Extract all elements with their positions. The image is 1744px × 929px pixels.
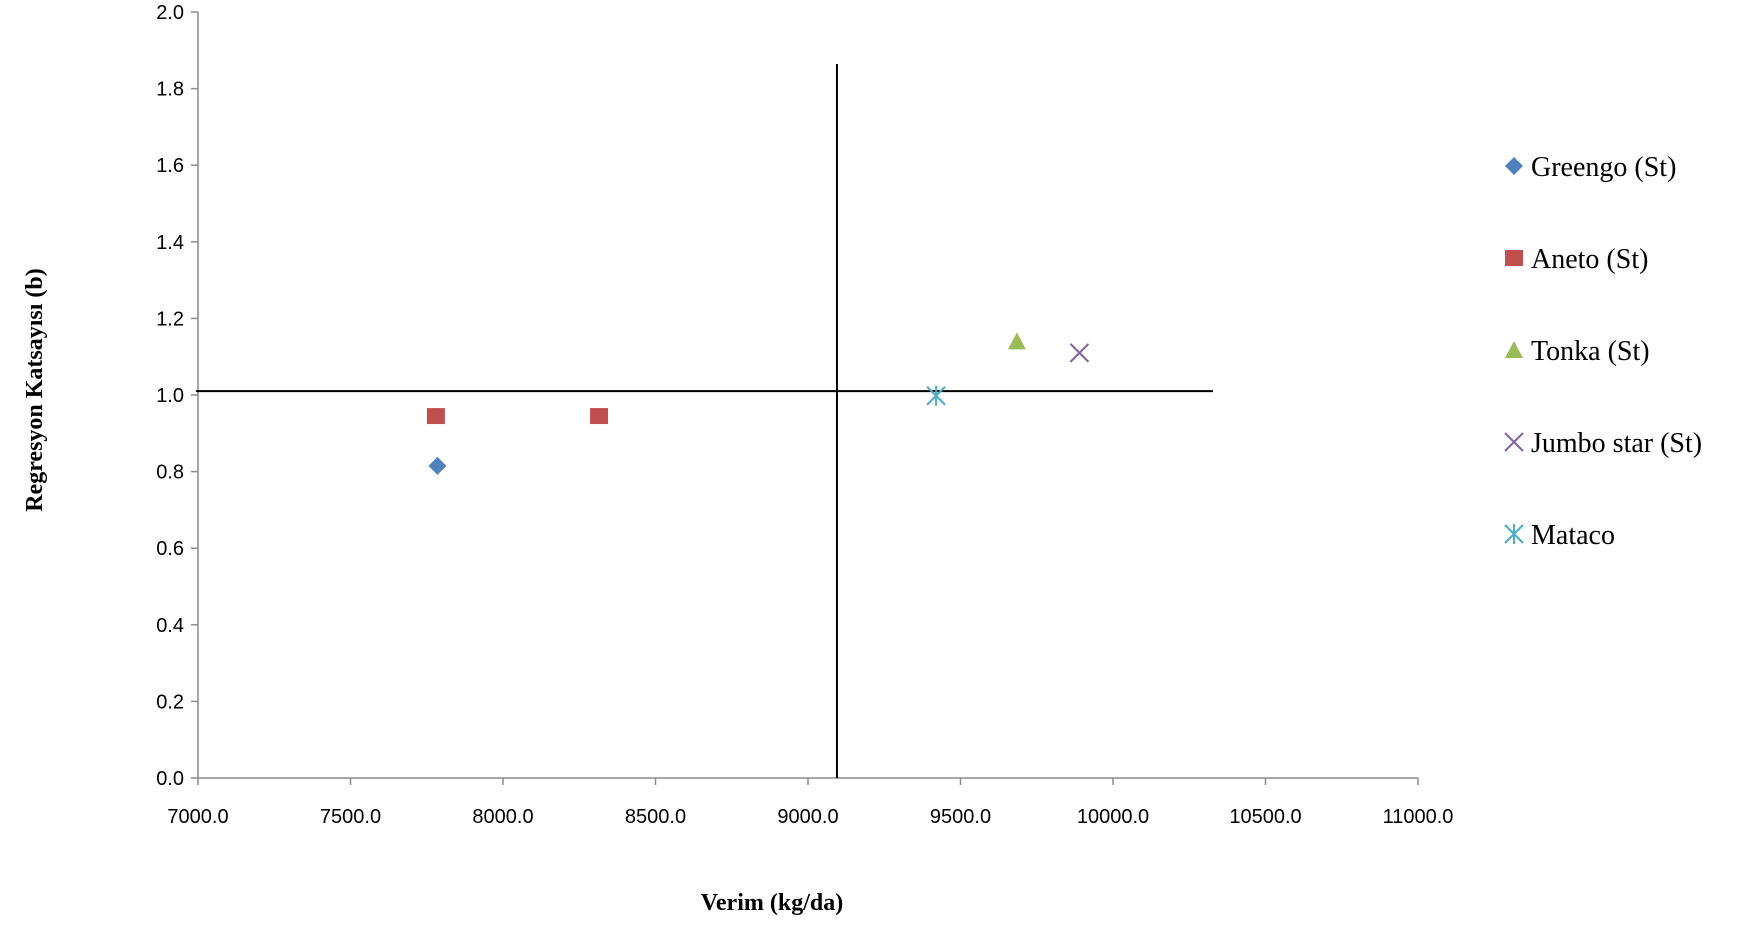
y-tick-label: 0.8 xyxy=(156,462,184,484)
data-points xyxy=(426,332,1090,475)
data-point xyxy=(1069,343,1090,363)
legend-marker-icon xyxy=(1504,432,1524,452)
x-tick-label: 9000.0 xyxy=(777,806,838,828)
legend-item: Tonka (St) xyxy=(1505,336,1650,367)
legend-label: Aneto (St) xyxy=(1531,244,1648,275)
y-tick-label: 2.0 xyxy=(156,2,184,24)
x-tick-label: 11000.0 xyxy=(1383,806,1454,828)
legend-label: Mataco xyxy=(1531,520,1615,551)
legend-item: Aneto (St) xyxy=(1505,244,1648,275)
x-tick-label: 7000.0 xyxy=(167,806,228,828)
x-tick-label: 9500.0 xyxy=(930,806,991,828)
legend-label: Greengo (St) xyxy=(1531,152,1676,183)
legend-item: Greengo (St) xyxy=(1505,152,1676,183)
legend: Greengo (St) Aneto (St) Tonka (St) Jumbo st… xyxy=(1504,152,1702,551)
x-tick-label: 10500.0 xyxy=(1229,806,1301,828)
reference-lines xyxy=(196,64,1213,778)
legend-label: Tonka (St) xyxy=(1531,336,1650,367)
y-tick-label: 1.8 xyxy=(156,79,184,101)
data-point xyxy=(590,408,609,425)
legend-label: Jumbo star (St) xyxy=(1531,428,1702,459)
y-tick-label: 0.2 xyxy=(156,691,184,713)
x-tick-label: 10000.0 xyxy=(1077,806,1149,828)
data-point xyxy=(926,385,946,406)
y-tick-label: 1.0 xyxy=(156,385,184,407)
legend-item: Mataco xyxy=(1504,520,1615,551)
y-tick-label: 1.2 xyxy=(156,308,184,330)
x-axis-title: Verim (kg/da) xyxy=(701,890,843,916)
legend-marker-icon xyxy=(1504,524,1524,544)
y-tick-label: 0.6 xyxy=(156,538,184,560)
axes: 0.0 0.2 0.4 0.6 0.8 1.0 1.2 1.4 1.6 1.8 2.0 7000.0 7… xyxy=(156,2,1453,828)
y-tick-label: 0.0 xyxy=(156,768,184,790)
y-axis-title: Regresyon Katsayısı (b) xyxy=(22,268,48,512)
data-point xyxy=(1007,332,1026,350)
legend-item: Jumbo star (St) xyxy=(1504,428,1702,459)
y-tick-label: 0.4 xyxy=(156,615,184,637)
legend-marker-icon xyxy=(1505,341,1523,358)
data-point xyxy=(428,456,447,475)
x-tick-label: 8000.0 xyxy=(472,806,533,828)
legend-marker-icon xyxy=(1505,250,1523,266)
y-tick-label: 1.4 xyxy=(156,232,184,254)
y-tick-label: 1.6 xyxy=(156,155,184,177)
x-tick-label: 8500.0 xyxy=(625,806,686,828)
legend-marker-icon xyxy=(1505,157,1523,175)
data-point xyxy=(426,408,445,425)
x-tick-label: 7500.0 xyxy=(320,806,381,828)
